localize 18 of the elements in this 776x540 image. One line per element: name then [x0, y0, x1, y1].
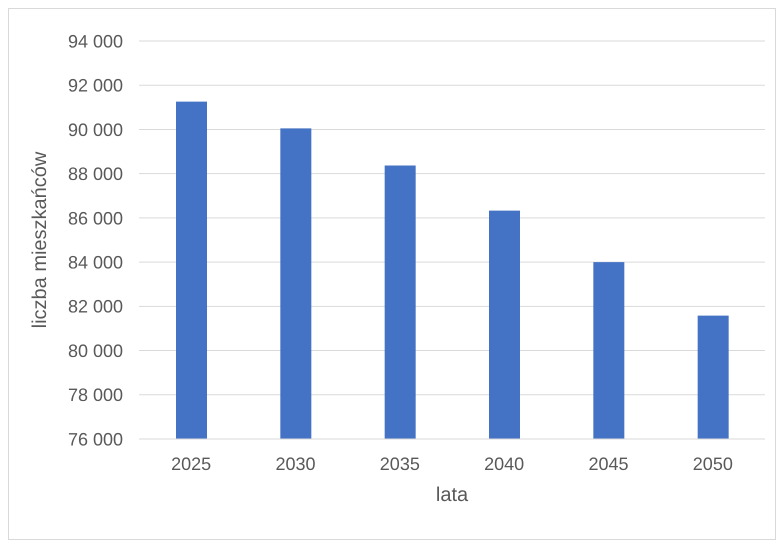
- y-tick-label: 86 000: [68, 208, 123, 228]
- y-tick-label: 90 000: [68, 120, 123, 140]
- y-tick-label: 80 000: [68, 340, 123, 361]
- x-tick-label: 2030: [275, 454, 316, 474]
- y-tick-label: 94 000: [68, 31, 123, 52]
- y-tick-label: 82 000: [68, 296, 123, 317]
- x-tick-label: 2040: [484, 454, 524, 474]
- y-tick-label: 84 000: [68, 252, 123, 272]
- x-tick-label: 2035: [380, 454, 420, 474]
- x-tick-label: 2045: [588, 454, 629, 474]
- x-tick-label: 2025: [171, 454, 212, 474]
- y-tick-label: 78 000: [68, 385, 123, 406]
- x-tick-label: 2050: [692, 454, 733, 474]
- y-tick-label: 92 000: [68, 76, 123, 96]
- y-axis-title: liczba mieszkańców: [29, 151, 52, 328]
- y-tick-label: 88 000: [68, 164, 123, 184]
- x-axis-title: lata: [436, 484, 469, 506]
- y-tick-label: 76 000: [68, 429, 123, 450]
